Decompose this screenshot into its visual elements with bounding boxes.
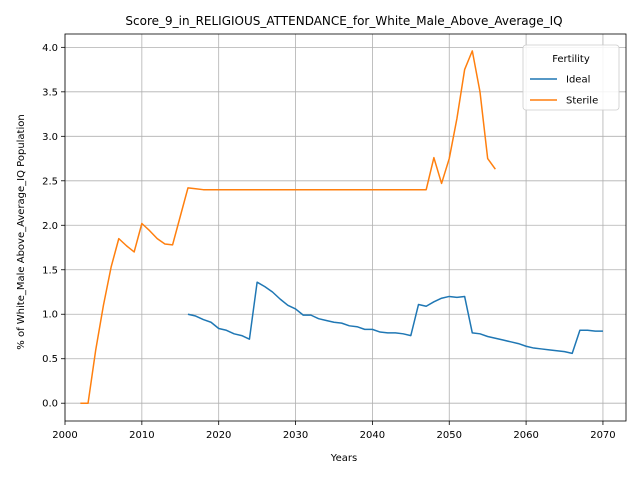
y-tick-label: 0.5 xyxy=(42,354,58,365)
x-tick-label: 2010 xyxy=(129,430,154,441)
series-layer xyxy=(80,50,603,404)
legend-box xyxy=(522,44,620,111)
y-tick-label: 2.0 xyxy=(42,221,58,232)
series-line-sterile xyxy=(80,50,496,404)
legend: Fertility Ideal Sterile xyxy=(522,44,620,111)
legend-label-ideal: Ideal xyxy=(566,75,590,86)
y-tick-label: 3.5 xyxy=(42,87,58,98)
y-tick-label: 1.5 xyxy=(42,265,58,276)
y-tick-label: 4.0 xyxy=(42,43,58,54)
x-tick-label: 2050 xyxy=(437,430,462,441)
x-tick-label: 2030 xyxy=(283,430,308,441)
y-axis-label: % of White_Male Above_Average_IQ Populat… xyxy=(16,114,27,349)
chart-title: Score_9_in_RELIGIOUS_ATTENDANCE_for_Whit… xyxy=(125,14,562,28)
x-tick-label: 2000 xyxy=(52,430,77,441)
y-tick-label: 3.0 xyxy=(42,132,58,143)
legend-items: Ideal Sterile xyxy=(530,75,598,107)
x-axis-label: Years xyxy=(330,453,357,464)
y-tick-label: 2.5 xyxy=(42,176,58,187)
x-tick-label: 2020 xyxy=(206,430,231,441)
y-axis-ticks: 0.0 0.5 1.0 1.5 2.0 2.5 3.0 3.5 4.0 xyxy=(42,43,65,410)
y-tick-label: 0.0 xyxy=(42,399,58,410)
plot-frame xyxy=(64,33,627,422)
x-tick-label: 2070 xyxy=(590,430,615,441)
legend-title: Fertility xyxy=(552,54,590,65)
x-tick-label: 2040 xyxy=(360,430,385,441)
y-tick-label: 1.0 xyxy=(42,310,58,321)
legend-label-sterile: Sterile xyxy=(566,96,598,107)
series-line-ideal xyxy=(187,281,603,355)
x-tick-label: 2060 xyxy=(513,430,538,441)
x-axis-ticks: 2000 2010 2020 2030 2040 2050 2060 2070 xyxy=(52,421,616,441)
